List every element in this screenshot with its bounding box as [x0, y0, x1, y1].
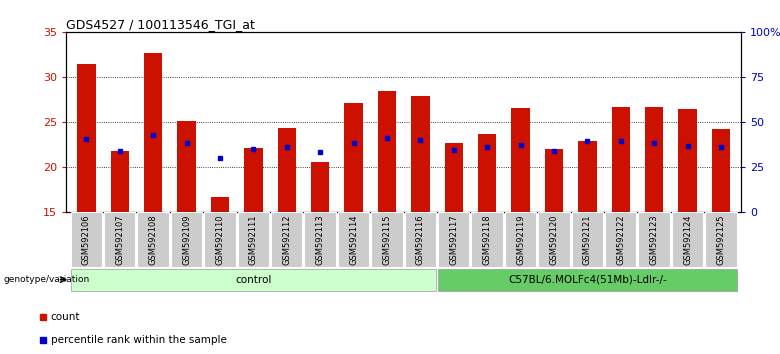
Text: GSM592117: GSM592117: [449, 214, 459, 265]
Bar: [204, 212, 236, 267]
Text: GSM592110: GSM592110: [215, 214, 225, 264]
Bar: [405, 212, 436, 267]
Bar: [344, 103, 363, 212]
Bar: [111, 151, 129, 212]
Text: control: control: [235, 275, 271, 285]
Bar: [505, 212, 537, 267]
Bar: [271, 212, 303, 267]
Text: C57BL/6.MOLFc4(51Mb)-Ldlr-/-: C57BL/6.MOLFc4(51Mb)-Ldlr-/-: [508, 275, 667, 285]
Text: GSM592119: GSM592119: [516, 214, 525, 264]
Bar: [411, 96, 430, 212]
Text: GSM592125: GSM592125: [717, 214, 725, 264]
Bar: [544, 149, 563, 212]
Text: GSM592123: GSM592123: [650, 214, 658, 265]
Text: GSM592122: GSM592122: [616, 214, 626, 264]
Text: GSM592114: GSM592114: [349, 214, 358, 264]
Bar: [712, 129, 730, 212]
Text: GSM592121: GSM592121: [583, 214, 592, 264]
Bar: [572, 212, 603, 267]
Bar: [471, 212, 503, 267]
Bar: [538, 212, 569, 267]
Text: GSM592112: GSM592112: [282, 214, 291, 264]
Bar: [304, 212, 336, 267]
Bar: [238, 212, 269, 267]
Bar: [144, 53, 162, 212]
Text: GDS4527 / 100113546_TGI_at: GDS4527 / 100113546_TGI_at: [66, 18, 255, 31]
Text: GSM592116: GSM592116: [416, 214, 425, 265]
Text: count: count: [51, 312, 80, 322]
Bar: [445, 143, 463, 212]
Bar: [378, 91, 396, 212]
Bar: [578, 141, 597, 212]
Text: GSM592118: GSM592118: [483, 214, 491, 265]
Bar: [77, 64, 95, 212]
Bar: [705, 212, 736, 267]
Bar: [672, 212, 704, 267]
Bar: [71, 212, 102, 267]
Text: percentile rank within the sample: percentile rank within the sample: [51, 335, 226, 346]
Text: GSM592107: GSM592107: [115, 214, 124, 265]
Text: GSM592124: GSM592124: [683, 214, 692, 264]
Bar: [612, 107, 630, 212]
Text: genotype/variation: genotype/variation: [4, 275, 90, 284]
Bar: [244, 148, 263, 212]
Text: GSM592106: GSM592106: [82, 214, 90, 265]
Bar: [104, 212, 136, 267]
Bar: [171, 212, 202, 267]
Bar: [71, 268, 436, 291]
Text: GSM592115: GSM592115: [382, 214, 392, 264]
Bar: [278, 127, 296, 212]
Bar: [512, 108, 530, 212]
Text: GSM592108: GSM592108: [149, 214, 158, 265]
Bar: [438, 268, 736, 291]
Bar: [478, 134, 496, 212]
Bar: [137, 212, 168, 267]
Text: GSM592111: GSM592111: [249, 214, 258, 264]
Bar: [311, 162, 329, 212]
Bar: [605, 212, 636, 267]
Text: GSM592120: GSM592120: [549, 214, 558, 264]
Bar: [438, 212, 470, 267]
Bar: [679, 109, 697, 212]
Bar: [645, 107, 663, 212]
Bar: [211, 197, 229, 212]
Text: GSM592109: GSM592109: [182, 214, 191, 264]
Bar: [177, 121, 196, 212]
Bar: [338, 212, 369, 267]
Bar: [639, 212, 670, 267]
Text: GSM592113: GSM592113: [316, 214, 324, 265]
Bar: [371, 212, 402, 267]
